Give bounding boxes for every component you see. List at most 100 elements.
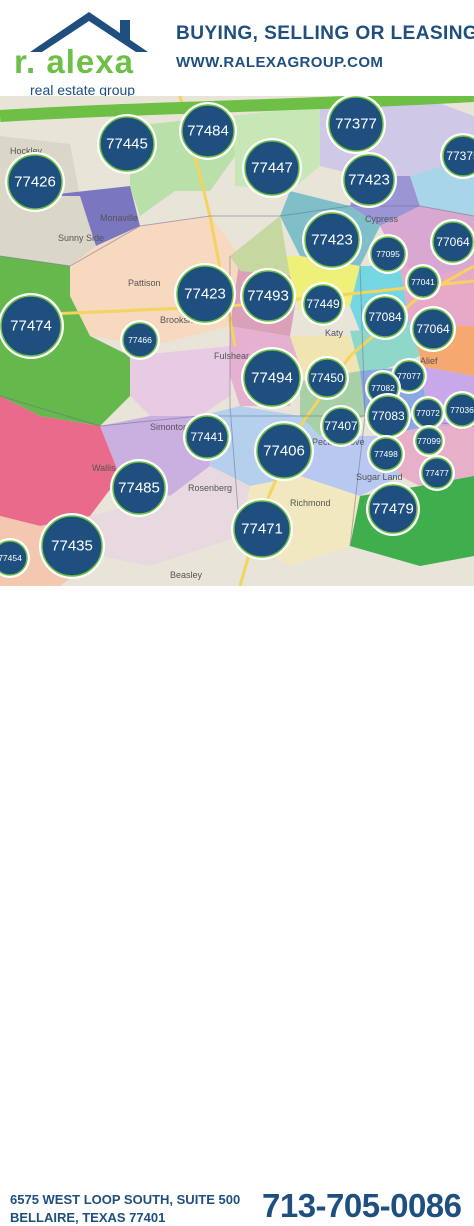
region-77485-west (0, 396, 120, 526)
zip-marker-circle (243, 349, 301, 407)
zip-code-label: 77423 (184, 286, 226, 303)
zip-marker-77493[interactable]: 77493 (240, 268, 296, 324)
zip-marker-circle (445, 393, 474, 427)
region-77492 (230, 216, 290, 276)
zip-marker-circle (256, 423, 312, 479)
zip-marker-77471[interactable]: 77471 (231, 498, 293, 560)
zip-marker-circle (99, 116, 155, 172)
zip-marker-77036[interactable]: 77036 (443, 391, 474, 429)
zip-marker-77095[interactable]: 77095 (368, 234, 408, 274)
zip-marker-77454[interactable]: 77454 (0, 538, 30, 578)
zip-code-label: 77441 (190, 430, 224, 444)
zip-code-label: 77449 (306, 297, 340, 311)
place-label: Sunny Side (58, 233, 104, 243)
brand-name: r. alexa (14, 43, 134, 80)
header: r. alexa real estate group BUYING, SELLI… (0, 0, 474, 108)
zip-marker-77494[interactable]: 77494 (241, 347, 303, 409)
website-link[interactable]: WWW.RALEXAGROUP.COM (176, 54, 384, 71)
zip-code-label: 77064 (416, 322, 450, 336)
zip-marker-77447[interactable]: 77447 (242, 138, 302, 198)
zip-code-label: 77082 (371, 383, 395, 393)
zip-marker-77072[interactable]: 77072 (411, 396, 445, 430)
zip-code-label: 77423 (311, 232, 353, 249)
phone-number[interactable]: 713-705-0086 (262, 1187, 462, 1224)
zip-code-label: 77084 (368, 310, 402, 324)
zip-marker-circle (304, 212, 360, 268)
zip-marker-77426[interactable]: 77426 (5, 152, 65, 212)
zip-markers: 77445 77484 77377 77426 77447 77423 77375 77423… (0, 96, 474, 579)
zip-code-label: 77423 (348, 172, 390, 189)
place-label: Alief (420, 356, 438, 366)
zip-code-label: 77445 (106, 136, 148, 153)
zip-marker-77084[interactable]: 77084 (362, 294, 408, 340)
zip-marker-77423[interactable]: 77423 (341, 152, 397, 208)
zip-marker-circle (244, 140, 300, 196)
zip-marker-circle (185, 415, 229, 459)
address-line-2: BELLAIRE, TEXAS 77401 (10, 1210, 166, 1225)
zip-marker-circle (7, 154, 63, 210)
zip-marker-circle (242, 270, 294, 322)
zip-code-label: 77454 (0, 553, 22, 563)
zip-code-label: 77466 (128, 335, 152, 345)
brand-tagline: real estate group (30, 82, 136, 98)
zip-code-label: 77479 (372, 501, 414, 518)
zip-marker-circle (233, 500, 291, 558)
zip-code-map: Monaville Sunny Side Pattison Brookshire Kat… (0, 96, 474, 586)
zip-marker-77423[interactable]: 77423 (174, 263, 236, 325)
zip-marker-77466[interactable]: 77466 (120, 320, 160, 360)
zip-code-label: 77036 (450, 405, 474, 415)
zip-marker-77064[interactable]: 77064 (410, 306, 456, 352)
zip-code-label: 77494 (251, 370, 293, 387)
zip-marker-circle (407, 266, 439, 298)
zip-code-label: 77493 (247, 288, 289, 305)
place-label: Sugar Land (356, 472, 403, 482)
house-roof-icon (30, 12, 148, 52)
region-77471-west (90, 466, 250, 566)
zip-marker-77474[interactable]: 77474 (0, 293, 64, 359)
zip-marker-77407[interactable]: 77407 (320, 405, 362, 447)
zip-marker-77423[interactable]: 77423 (302, 210, 362, 270)
zip-code-label: 77426 (14, 174, 56, 191)
place-label: Pattison (128, 278, 161, 288)
zip-marker-77435[interactable]: 77435 (39, 513, 105, 579)
zip-marker-77484[interactable]: 77484 (179, 102, 237, 160)
zip-code-label: 77083 (371, 409, 405, 423)
zip-marker-77485[interactable]: 77485 (110, 459, 168, 517)
zip-code-label: 77095 (376, 249, 400, 259)
zip-code-label: 77477 (425, 468, 449, 478)
zip-marker-77099[interactable]: 77099 (413, 425, 445, 457)
place-label: Wallis (92, 463, 116, 473)
zip-marker-circle (122, 322, 158, 358)
zip-code-label: 77064 (436, 235, 470, 249)
zip-marker-circle (0, 295, 62, 357)
zip-marker-77375[interactable]: 77375 (440, 133, 474, 179)
zip-marker-circle (181, 104, 235, 158)
region-77441 (130, 346, 230, 416)
zip-marker-77450[interactable]: 77450 (305, 356, 349, 400)
zip-marker-77477[interactable]: 77477 (419, 455, 455, 491)
zip-marker-77041[interactable]: 77041 (405, 264, 441, 300)
zip-marker-circle (364, 296, 406, 338)
zip-marker-77377[interactable]: 77377 (326, 96, 386, 154)
zip-marker-77406[interactable]: 77406 (254, 421, 314, 481)
zip-marker-77498[interactable]: 77498 (367, 435, 405, 473)
zip-marker-77479[interactable]: 77479 (366, 482, 420, 536)
zip-marker-circle (412, 308, 454, 350)
zip-code-label: 77435 (51, 538, 93, 555)
zip-code-label: 77375 (446, 149, 474, 163)
zip-code-label: 77485 (118, 480, 160, 497)
zip-marker-77445[interactable]: 77445 (97, 114, 157, 174)
footer: 6575 WEST LOOP SOUTH, SUITE 500 BELLAIRE… (0, 586, 474, 1225)
zip-code-label: 77447 (251, 160, 293, 177)
zip-marker-circle (176, 265, 234, 323)
logo (30, 12, 148, 52)
zip-code-label: 77407 (324, 419, 358, 433)
zip-marker-circle (322, 407, 360, 445)
place-label: Richmond (290, 498, 331, 508)
place-label: Rosenberg (188, 483, 232, 493)
zip-marker-77083[interactable]: 77083 (365, 393, 411, 439)
zip-code-label: 77077 (397, 371, 421, 381)
zip-marker-77449[interactable]: 77449 (301, 282, 345, 326)
zip-marker-77064[interactable]: 77064 (430, 219, 474, 265)
zip-marker-77441[interactable]: 77441 (183, 413, 231, 461)
